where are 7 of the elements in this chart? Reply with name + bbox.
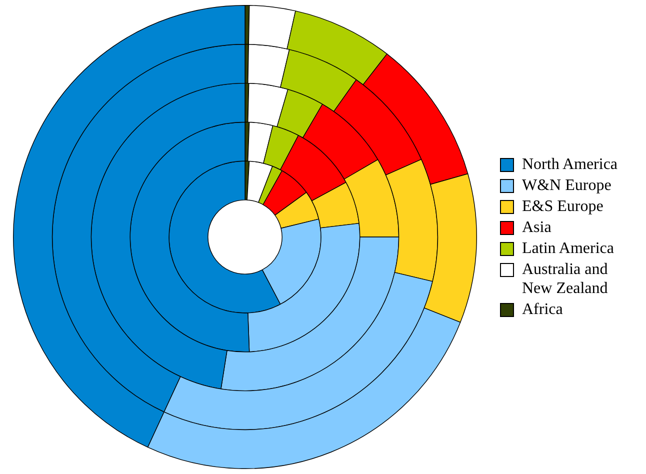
legend-label: Australia and New Zealand bbox=[522, 260, 609, 298]
legend-label: E&S Europe bbox=[522, 197, 604, 216]
legend-label: Asia bbox=[522, 218, 552, 237]
legend-label: Africa bbox=[522, 300, 563, 319]
legend-label: Latin America bbox=[522, 239, 614, 258]
legend-label: W&N Europe bbox=[522, 176, 612, 195]
legend-label: North America bbox=[522, 155, 618, 174]
